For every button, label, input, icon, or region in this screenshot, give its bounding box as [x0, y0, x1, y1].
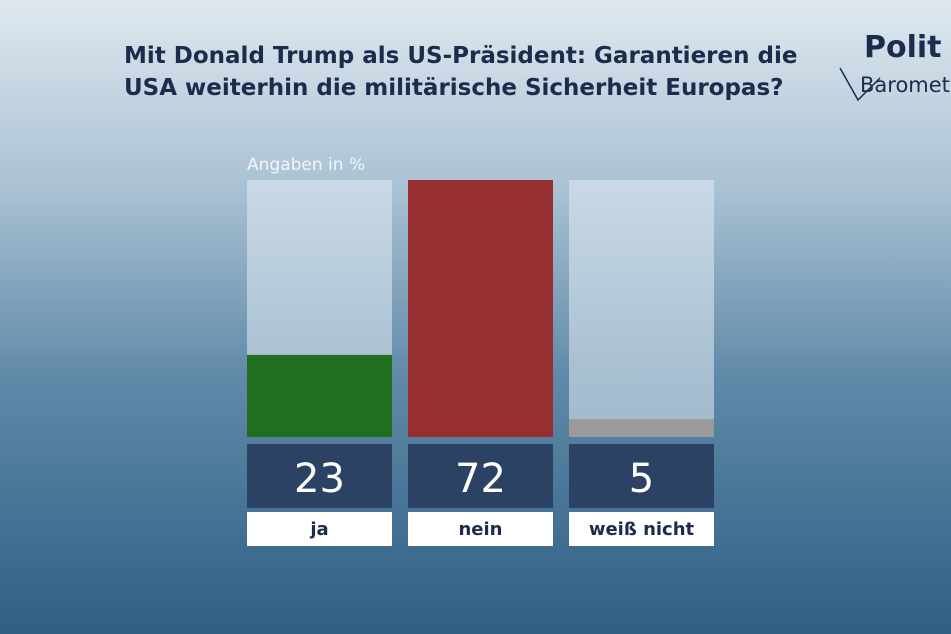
category-label: weiß nicht — [589, 519, 695, 540]
value-label: 23 — [294, 456, 345, 502]
value-box — [247, 444, 392, 508]
value-box — [569, 444, 714, 508]
value-label: 5 — [629, 456, 654, 502]
subtitle: Angaben in % — [247, 155, 365, 175]
chart-title: Mit Donald Trump als US-Präsident: Garan… — [124, 43, 798, 101]
category-label: ja — [309, 519, 328, 540]
value-box — [408, 444, 553, 508]
logo-mark — [839, 67, 881, 102]
category-label: nein — [458, 519, 502, 540]
bar-background — [569, 180, 714, 437]
logo-text: Polit — [864, 30, 942, 65]
bar — [569, 419, 714, 437]
logo-text: Barometer — [860, 73, 951, 97]
value-label: 72 — [455, 456, 506, 502]
bar — [247, 354, 392, 437]
bar — [408, 180, 553, 437]
category-box — [569, 512, 714, 546]
category-box — [247, 512, 392, 546]
category-box — [408, 512, 553, 546]
